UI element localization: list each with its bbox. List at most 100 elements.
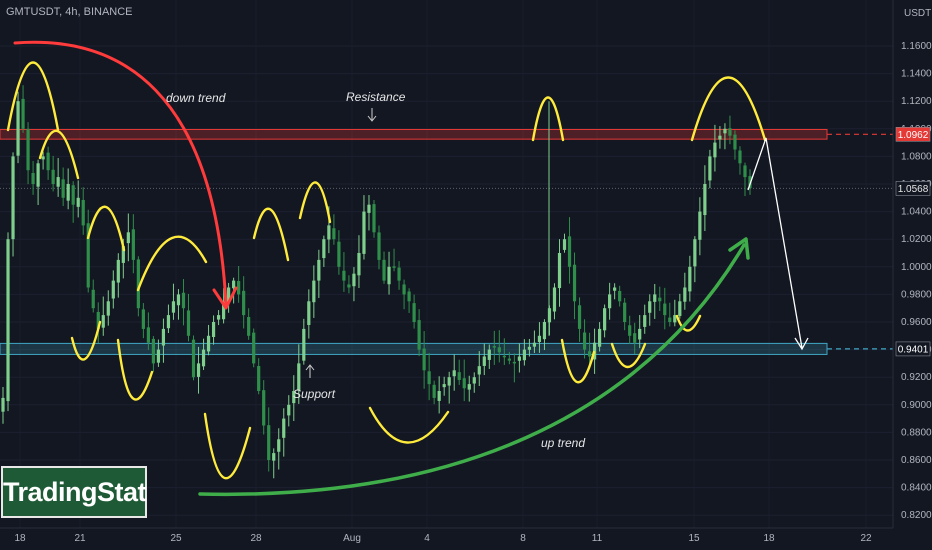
- candle[interactable]: [31, 160, 35, 195]
- candle[interactable]: [517, 343, 521, 373]
- candle[interactable]: [643, 304, 647, 334]
- symbol-title[interactable]: GMTUSDT, 4h, BINANCE: [6, 6, 133, 18]
- candle[interactable]: [492, 330, 496, 365]
- candle[interactable]: [312, 265, 316, 318]
- candle[interactable]: [658, 286, 662, 312]
- candle[interactable]: [663, 287, 667, 330]
- candle[interactable]: [653, 284, 657, 319]
- candle[interactable]: [111, 270, 115, 309]
- candle[interactable]: [387, 251, 391, 295]
- candle[interactable]: [412, 294, 416, 329]
- candle[interactable]: [432, 380, 436, 405]
- candle[interactable]: [668, 302, 672, 327]
- candle[interactable]: [196, 346, 201, 394]
- candle[interactable]: [577, 297, 582, 342]
- candle[interactable]: [302, 318, 306, 365]
- candle[interactable]: [472, 372, 476, 393]
- candle[interactable]: [557, 239, 562, 307]
- candle[interactable]: [542, 319, 547, 350]
- candle[interactable]: [487, 344, 491, 369]
- candle[interactable]: [367, 195, 371, 231]
- candle[interactable]: [96, 302, 100, 343]
- candle[interactable]: [262, 380, 266, 435]
- yellow-swing-mark[interactable]: [38, 129, 80, 180]
- candle[interactable]: [397, 261, 401, 290]
- candle[interactable]: [347, 275, 351, 294]
- candle[interactable]: [101, 296, 105, 336]
- candle[interactable]: [91, 279, 95, 313]
- candle[interactable]: [462, 359, 466, 402]
- candle[interactable]: [718, 126, 722, 149]
- candle[interactable]: [582, 319, 587, 359]
- candle[interactable]: [156, 339, 161, 367]
- candle[interactable]: [437, 376, 441, 414]
- candle[interactable]: [417, 309, 421, 357]
- candle[interactable]: [166, 304, 171, 334]
- candle[interactable]: [66, 168, 70, 210]
- candle[interactable]: [242, 276, 246, 329]
- candle[interactable]: [151, 336, 156, 373]
- candle[interactable]: [126, 213, 130, 262]
- candle[interactable]: [1, 387, 5, 424]
- candle[interactable]: [613, 283, 617, 300]
- candle[interactable]: [257, 358, 261, 395]
- candle[interactable]: [482, 343, 486, 376]
- up-trend-arrow[interactable]: [198, 243, 746, 497]
- candle[interactable]: [81, 187, 85, 235]
- yellow-swing-mark[interactable]: [368, 406, 450, 444]
- candle[interactable]: [307, 289, 311, 339]
- candle[interactable]: [532, 330, 537, 353]
- candle[interactable]: [628, 315, 632, 344]
- yellow-swing-mark[interactable]: [560, 338, 596, 384]
- candle[interactable]: [603, 304, 607, 338]
- candle[interactable]: [26, 122, 30, 185]
- candle[interactable]: [191, 335, 196, 381]
- candle[interactable]: [116, 253, 120, 298]
- candle[interactable]: [61, 167, 65, 207]
- candle[interactable]: [46, 146, 50, 180]
- candle[interactable]: [688, 255, 692, 302]
- candle[interactable]: [216, 310, 221, 326]
- yellow-swing-mark[interactable]: [531, 96, 565, 142]
- candle[interactable]: [201, 338, 206, 370]
- candle[interactable]: [708, 149, 712, 189]
- candle[interactable]: [211, 315, 216, 345]
- candle[interactable]: [447, 371, 451, 404]
- candle[interactable]: [292, 375, 296, 422]
- yellow-swing-mark[interactable]: [203, 412, 252, 480]
- candle[interactable]: [282, 408, 286, 457]
- yellow-swing-mark[interactable]: [116, 338, 154, 401]
- candle[interactable]: [703, 165, 707, 232]
- projection-path[interactable]: [747, 137, 803, 349]
- candle[interactable]: [171, 283, 176, 320]
- candle[interactable]: [337, 230, 341, 275]
- candle[interactable]: [457, 359, 461, 385]
- candle[interactable]: [733, 130, 737, 160]
- candle[interactable]: [322, 235, 326, 267]
- candle[interactable]: [527, 338, 532, 357]
- yellow-swing-mark[interactable]: [86, 205, 126, 252]
- candle[interactable]: [56, 158, 60, 197]
- candle[interactable]: [11, 152, 15, 257]
- candle[interactable]: [272, 448, 276, 479]
- candle[interactable]: [317, 249, 321, 298]
- candle[interactable]: [502, 338, 506, 365]
- candle[interactable]: [422, 331, 426, 389]
- candle[interactable]: [86, 209, 90, 293]
- candle[interactable]: [342, 252, 346, 292]
- candle[interactable]: [537, 322, 542, 353]
- candle[interactable]: [41, 151, 45, 170]
- candle[interactable]: [597, 322, 602, 352]
- candle[interactable]: [146, 312, 150, 350]
- candle[interactable]: [452, 354, 456, 391]
- candle[interactable]: [407, 288, 411, 313]
- candle[interactable]: [673, 299, 677, 327]
- candle[interactable]: [618, 285, 622, 307]
- yellow-swing-mark[interactable]: [610, 342, 647, 368]
- candle[interactable]: [227, 282, 231, 313]
- resistance-zone[interactable]: [0, 128, 828, 140]
- candle[interactable]: [683, 272, 687, 310]
- candle[interactable]: [206, 324, 211, 356]
- candle[interactable]: [738, 146, 742, 175]
- support-zone[interactable]: [0, 342, 828, 355]
